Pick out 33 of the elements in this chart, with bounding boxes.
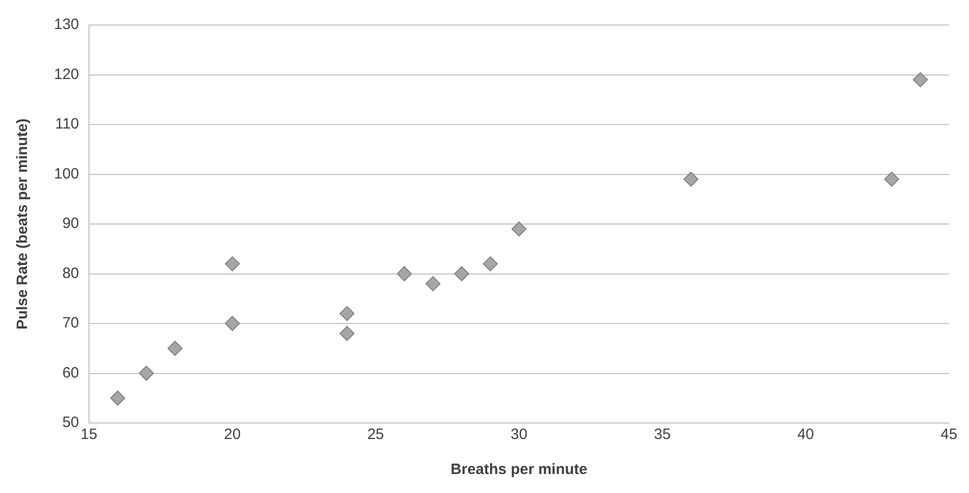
y-axis-title: Pulse Rate (beats per minute) [14, 118, 32, 330]
y-tick-label: 60 [62, 364, 80, 382]
x-tick-label: 35 [654, 426, 671, 444]
point [138, 366, 154, 381]
x-tick-label: 15 [80, 426, 98, 444]
x-tick-label: 20 [224, 426, 241, 444]
y-tick-label: 50 [62, 414, 80, 432]
point [912, 72, 928, 88]
point [884, 172, 900, 187]
x-tick-label: 30 [510, 426, 528, 444]
point [340, 306, 355, 322]
point [454, 266, 470, 282]
y-tick-label: 110 [55, 116, 80, 133]
point [340, 326, 355, 341]
y-tick-label: 80 [62, 264, 80, 282]
point [110, 390, 126, 406]
point [224, 316, 240, 331]
y-tick-label: 90 [62, 215, 80, 232]
x-tick-label: 45 [940, 426, 958, 444]
y-tick-label: 120 [54, 66, 80, 83]
x-tick-label: 25 [367, 426, 384, 444]
x-tick-label: 40 [797, 426, 814, 444]
y-tick-label: 70 [62, 314, 80, 332]
point [482, 256, 498, 272]
y-tick-label: 130 [54, 16, 80, 34]
point [224, 256, 240, 272]
y-tick-label: 100 [54, 165, 80, 182]
point [168, 340, 183, 356]
point [684, 172, 699, 187]
point [426, 276, 441, 292]
point [512, 221, 527, 236]
x-axis-title: Breaths per minute [450, 461, 588, 478]
point [396, 266, 412, 282]
